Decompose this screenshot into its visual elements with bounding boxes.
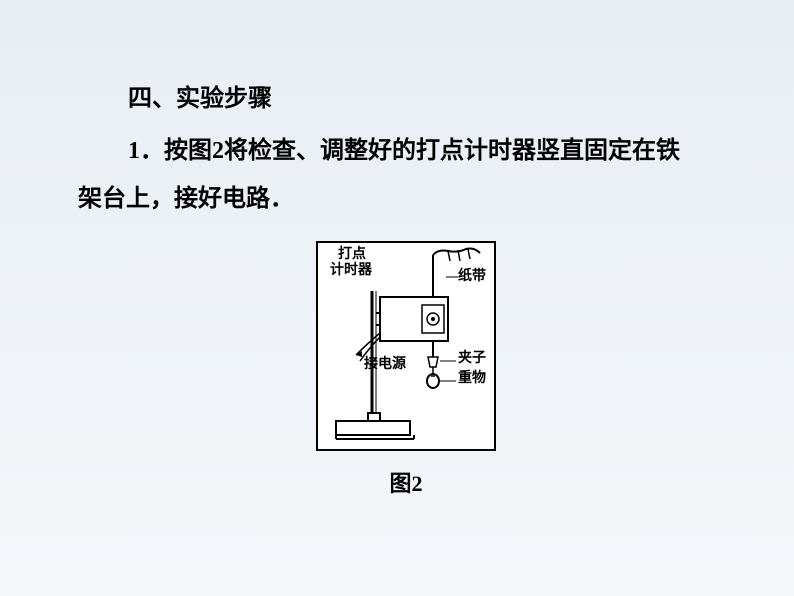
section-heading: 四、实验步骤 [128,78,734,121]
figure-caption: 图2 [78,466,734,498]
step-description: 1．按图2将检查、调整好的打点计时器竖直固定在铁 架台上，接好电路． [78,127,734,223]
slide-content: 四、实验步骤 1．按图2将检查、调整好的打点计时器竖直固定在铁 架台上，接好电路… [0,0,794,498]
label-timer-line1: 打点 [338,247,366,262]
label-power: 接电源 [364,357,406,372]
label-tape: 纸带 [458,269,486,284]
step-line-1: 1．按图2将检查、调整好的打点计时器竖直固定在铁 [128,138,680,164]
step-line-2: 架台上，接好电路． [78,186,294,212]
label-weight: 重物 [458,371,486,386]
diagram-wrapper: 打点 计时器 纸带 接电源 夹子 重物 图2 [78,241,734,498]
apparatus-diagram: 打点 计时器 纸带 接电源 夹子 重物 [316,241,496,451]
label-timer-line2: 计时器 [330,263,372,278]
label-clip: 夹子 [458,351,486,366]
